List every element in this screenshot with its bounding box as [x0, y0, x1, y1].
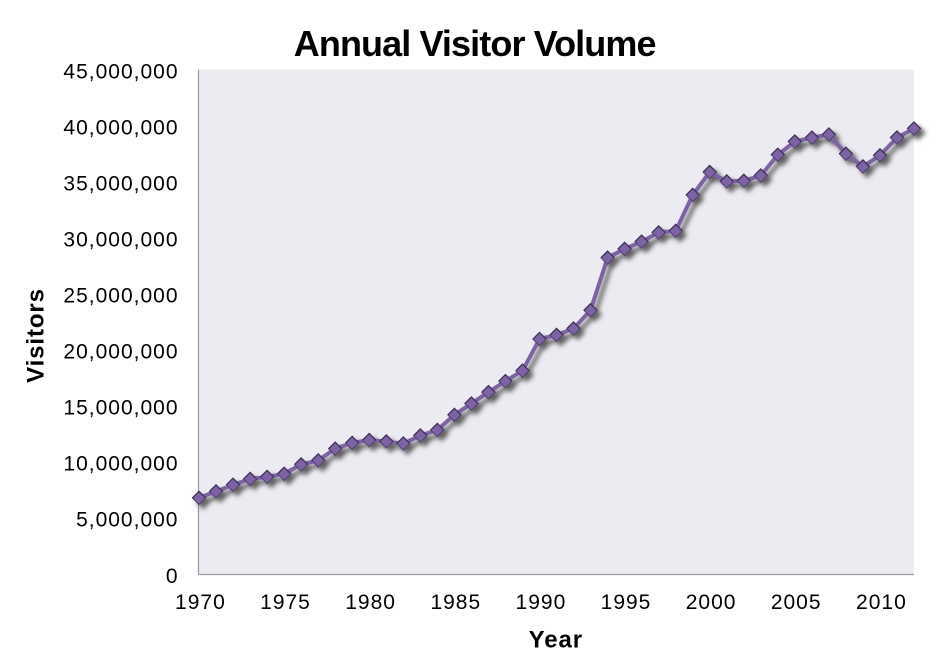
svg-text:Annual Visitor Volume: Annual Visitor Volume — [294, 23, 656, 64]
svg-text:45,000,000: 45,000,000 — [63, 60, 178, 83]
svg-text:0: 0 — [166, 565, 179, 588]
svg-text:Year: Year — [529, 627, 583, 654]
svg-text:5,000,000: 5,000,000 — [76, 509, 178, 532]
svg-text:1990: 1990 — [516, 591, 567, 614]
svg-text:10,000,000: 10,000,000 — [63, 453, 178, 476]
svg-text:1995: 1995 — [601, 591, 652, 614]
svg-text:2010: 2010 — [856, 591, 907, 614]
svg-text:30,000,000: 30,000,000 — [63, 229, 178, 252]
svg-text:15,000,000: 15,000,000 — [63, 397, 178, 420]
svg-text:20,000,000: 20,000,000 — [63, 341, 178, 364]
svg-text:2000: 2000 — [686, 591, 737, 614]
svg-text:1970: 1970 — [175, 591, 226, 614]
svg-text:35,000,000: 35,000,000 — [63, 172, 178, 195]
svg-text:Visitors: Visitors — [23, 288, 50, 383]
svg-text:1985: 1985 — [430, 591, 481, 614]
svg-text:1975: 1975 — [260, 591, 311, 614]
svg-text:2005: 2005 — [771, 591, 822, 614]
svg-text:40,000,000: 40,000,000 — [63, 116, 178, 139]
svg-text:25,000,000: 25,000,000 — [63, 285, 178, 308]
svg-text:1980: 1980 — [345, 591, 396, 614]
